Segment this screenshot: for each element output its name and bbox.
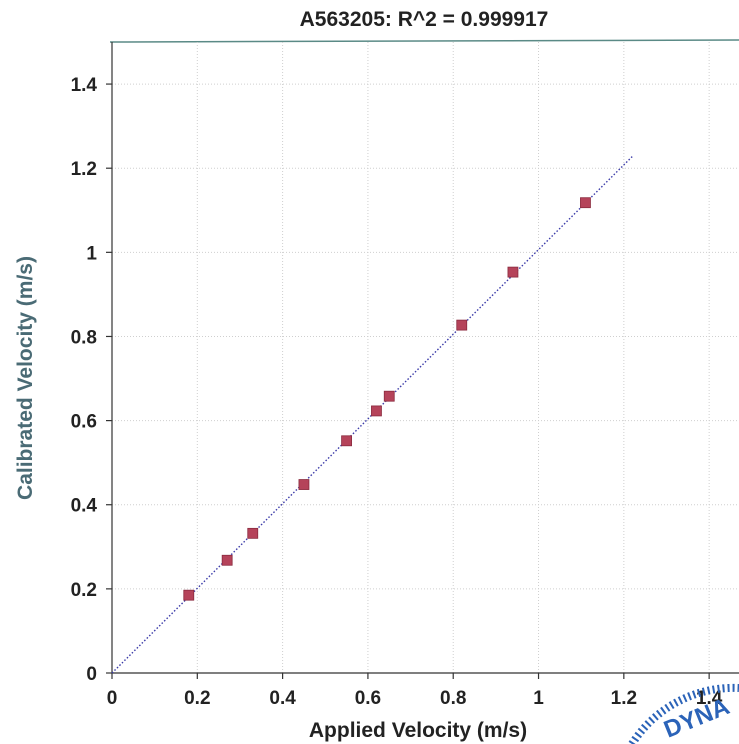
data-point: [383, 390, 395, 402]
plot-top-border: [109, 39, 739, 43]
y-tick-label: 0: [86, 664, 97, 685]
x-tick-label: 1.2: [611, 688, 637, 709]
data-point: [507, 266, 519, 278]
x-tick-label: 0.2: [184, 688, 210, 709]
data-point: [298, 479, 310, 490]
data-point: [580, 197, 591, 209]
data-point: [371, 405, 382, 417]
data-point: [341, 435, 352, 447]
y-tick-labels: 0 0.2 0.4 0.6 0.8 1 1.2 1.4: [71, 75, 98, 685]
x-tick-label: 0.6: [355, 688, 381, 709]
grid-lines: [112, 42, 739, 673]
x-tick-label: 1: [533, 688, 544, 709]
y-tick-label: 1: [86, 243, 97, 264]
y-tick-label: 1.4: [71, 75, 98, 96]
stamp-seal: DYNA: [628, 683, 739, 744]
data-point: [183, 589, 195, 601]
chart-title: A563205: R^2 = 0.999917: [300, 8, 549, 31]
x-tick-label: 0: [107, 688, 118, 709]
y-axis-label: Calibrated Velocity (m/s): [14, 256, 37, 500]
y-tick-label: 0.8: [71, 327, 97, 348]
y-tick-label: 0.2: [71, 580, 97, 601]
x-tick-labels: 0 0.2 0.4 0.6 0.8 1 1.2 1.4: [107, 688, 723, 709]
data-points: [183, 197, 591, 601]
y-tick-label: 0.4: [71, 496, 98, 517]
x-tick-label: 0.4: [269, 688, 296, 709]
x-tick-label: 1.4: [696, 688, 723, 709]
data-point: [221, 554, 233, 566]
axes: [106, 42, 739, 679]
y-tick-label: 0.6: [71, 412, 97, 433]
x-axis-label: Applied Velocity (m/s): [309, 719, 527, 742]
x-tick-label: 0.8: [440, 688, 466, 709]
data-point: [247, 527, 259, 539]
data-point: [456, 319, 468, 331]
y-tick-label: 1.2: [71, 159, 97, 180]
